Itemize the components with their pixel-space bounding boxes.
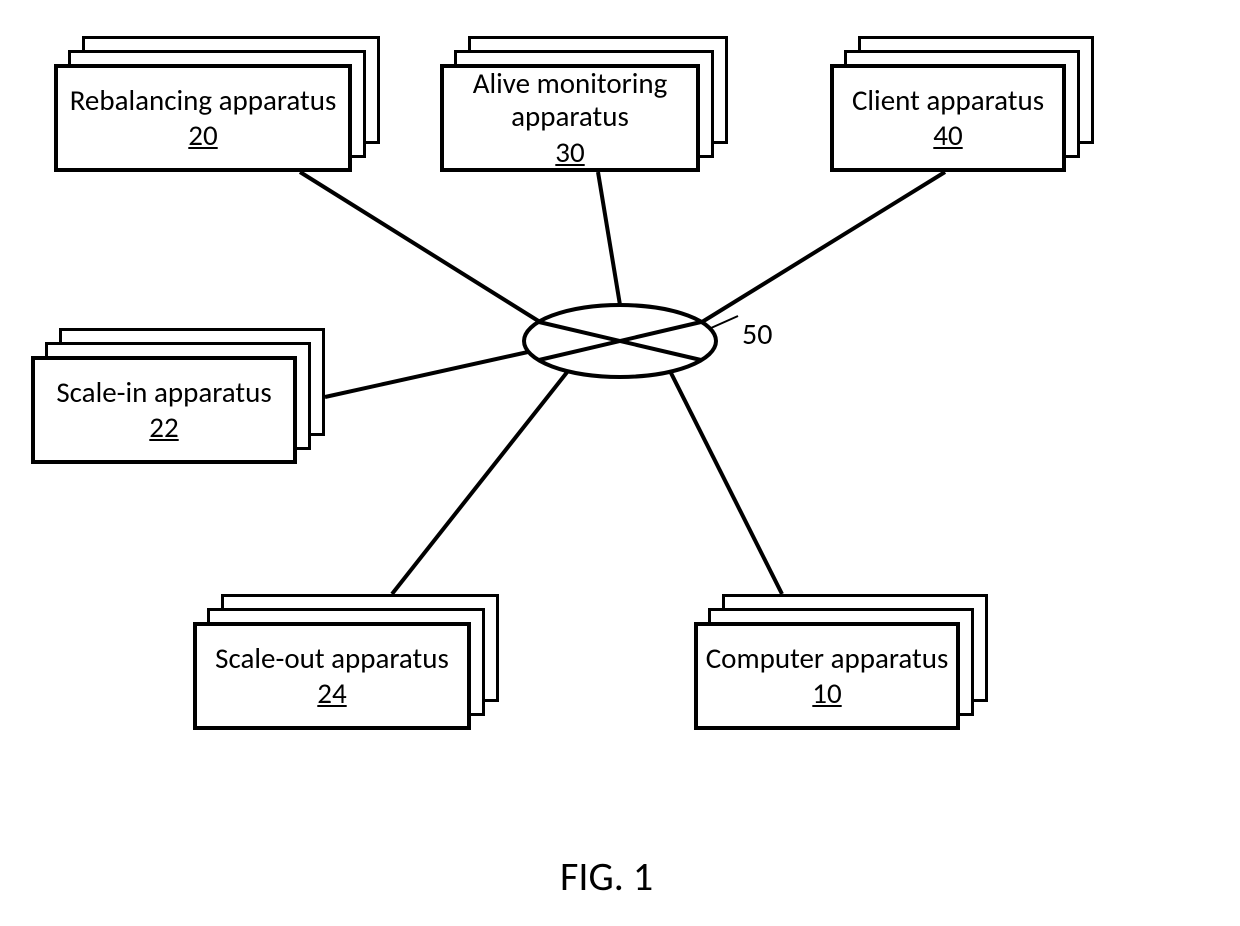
card-front: Rebalancing apparatus20 bbox=[54, 64, 352, 172]
card-front: Alive monitoring apparatus30 bbox=[440, 64, 700, 172]
edge-computer bbox=[670, 371, 782, 594]
node-label: Scale-out apparatus bbox=[209, 642, 455, 675]
hub-cross-line bbox=[539, 322, 701, 360]
node-ref: 40 bbox=[933, 119, 962, 152]
node-rebalancing: Rebalancing apparatus20 bbox=[54, 36, 380, 172]
edge-scalein bbox=[325, 352, 528, 397]
hub-label: 50 bbox=[742, 316, 772, 353]
node-ref: 22 bbox=[149, 411, 178, 444]
diagram-stage: FIG. 1 50 Rebalancing apparatus20 Alive m… bbox=[0, 0, 1240, 926]
node-scaleout: Scale-out apparatus24 bbox=[193, 594, 499, 730]
node-label: Rebalancing apparatus bbox=[64, 84, 343, 117]
card-front: Computer apparatus10 bbox=[694, 622, 960, 730]
edge-alive bbox=[598, 172, 620, 305]
node-ref: 20 bbox=[188, 119, 217, 152]
edge-rebalancing bbox=[300, 172, 540, 322]
edge-scaleout bbox=[392, 371, 568, 594]
node-label: Scale-in apparatus bbox=[50, 376, 277, 409]
node-label: Client apparatus bbox=[846, 84, 1050, 117]
card-front: Scale-out apparatus24 bbox=[193, 622, 471, 730]
node-label: Computer apparatus bbox=[700, 642, 955, 675]
card-front: Client apparatus40 bbox=[830, 64, 1066, 172]
card-front: Scale-in apparatus22 bbox=[31, 356, 297, 464]
node-ref: 10 bbox=[812, 677, 841, 710]
hub-leader-line bbox=[711, 316, 738, 328]
node-label: Alive monitoring apparatus bbox=[444, 67, 696, 134]
node-ref: 30 bbox=[555, 136, 584, 169]
edge-client bbox=[702, 172, 945, 322]
figure-caption: FIG. 1 bbox=[560, 852, 653, 901]
node-client: Client apparatus40 bbox=[830, 36, 1094, 172]
node-scalein: Scale-in apparatus22 bbox=[31, 328, 325, 464]
node-ref: 24 bbox=[317, 677, 346, 710]
node-computer: Computer apparatus10 bbox=[694, 594, 988, 730]
node-alive: Alive monitoring apparatus30 bbox=[440, 36, 728, 172]
hub-cross-line bbox=[539, 322, 701, 360]
hub-ellipse bbox=[524, 305, 716, 377]
